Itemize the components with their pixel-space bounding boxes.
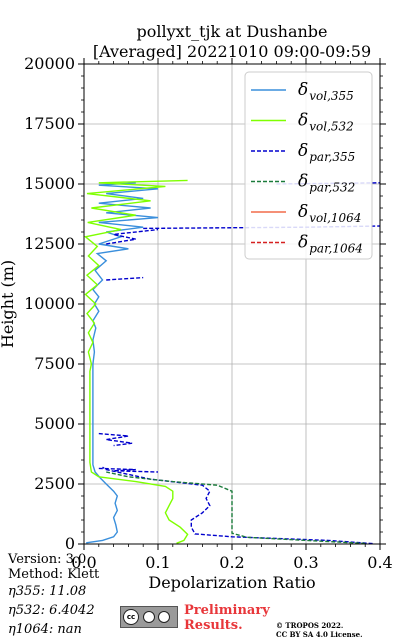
x-axis-label: Depolarization Ratio (148, 573, 315, 592)
x-tick-label: 0.0 (71, 553, 96, 572)
y-tick-label: 12500 (24, 234, 75, 253)
series-extra-segment (106, 276, 144, 281)
cc-icon: cc (123, 609, 139, 625)
y-tick-label: 5000 (34, 414, 75, 433)
eta532-text: η532: 6.4042 (8, 603, 95, 618)
y-axis-label: Height (m) (0, 260, 17, 348)
y-tick-label: 10000 (24, 294, 75, 313)
series-extra-segment (106, 228, 159, 245)
eta1064-text: η1064: nan (8, 622, 82, 637)
series-extra-segment (98, 467, 159, 473)
copyright-line1: © TROPOS 2022. (276, 621, 344, 630)
chart-title-line1: pollyxt_tjk at Dushanbe (136, 22, 328, 41)
chart-title-line2: [Averaged] 20221010 09:00-09:59 (92, 42, 372, 61)
series-par-532-line (106, 471, 366, 544)
y-tick-label: 20000 (24, 54, 75, 73)
preliminary-label-2: Results. (184, 618, 243, 633)
x-tick-label: 0.3 (293, 553, 318, 572)
series-extra-segment (98, 432, 133, 447)
series-par-355-line (102, 466, 373, 544)
axes: 0 2500 5000 7500 10000 12500 15000 17500 20000 0.… (0, 54, 393, 592)
y-tick-label: 7500 (34, 354, 75, 373)
copyright-line2: CC BY SA 4.0 License. (276, 630, 363, 639)
legend: δvol,355δvol,532δpar,355δpar,532δvol,106… (244, 71, 373, 260)
x-tick-label: 0.2 (219, 553, 244, 572)
method-text: Method: Klett (8, 567, 100, 582)
cc-license-badge: cc (120, 606, 178, 628)
y-tick-label: 15000 (24, 174, 75, 193)
x-tick-label: 0.1 (145, 553, 170, 572)
x-tick-label: 0.4 (367, 553, 392, 572)
series-vol-532-line (84, 179, 189, 544)
eta355-text: η355: 11.08 (8, 584, 87, 599)
y-tick-label: 2500 (34, 474, 75, 493)
by-icon (143, 611, 155, 623)
version-text: Version: 3.0 (8, 552, 87, 567)
y-tick-label: 0 (65, 534, 75, 553)
preliminary-label-1: Preliminary (184, 603, 270, 618)
sa-icon (158, 611, 170, 623)
y-tick-label: 17500 (24, 114, 75, 133)
